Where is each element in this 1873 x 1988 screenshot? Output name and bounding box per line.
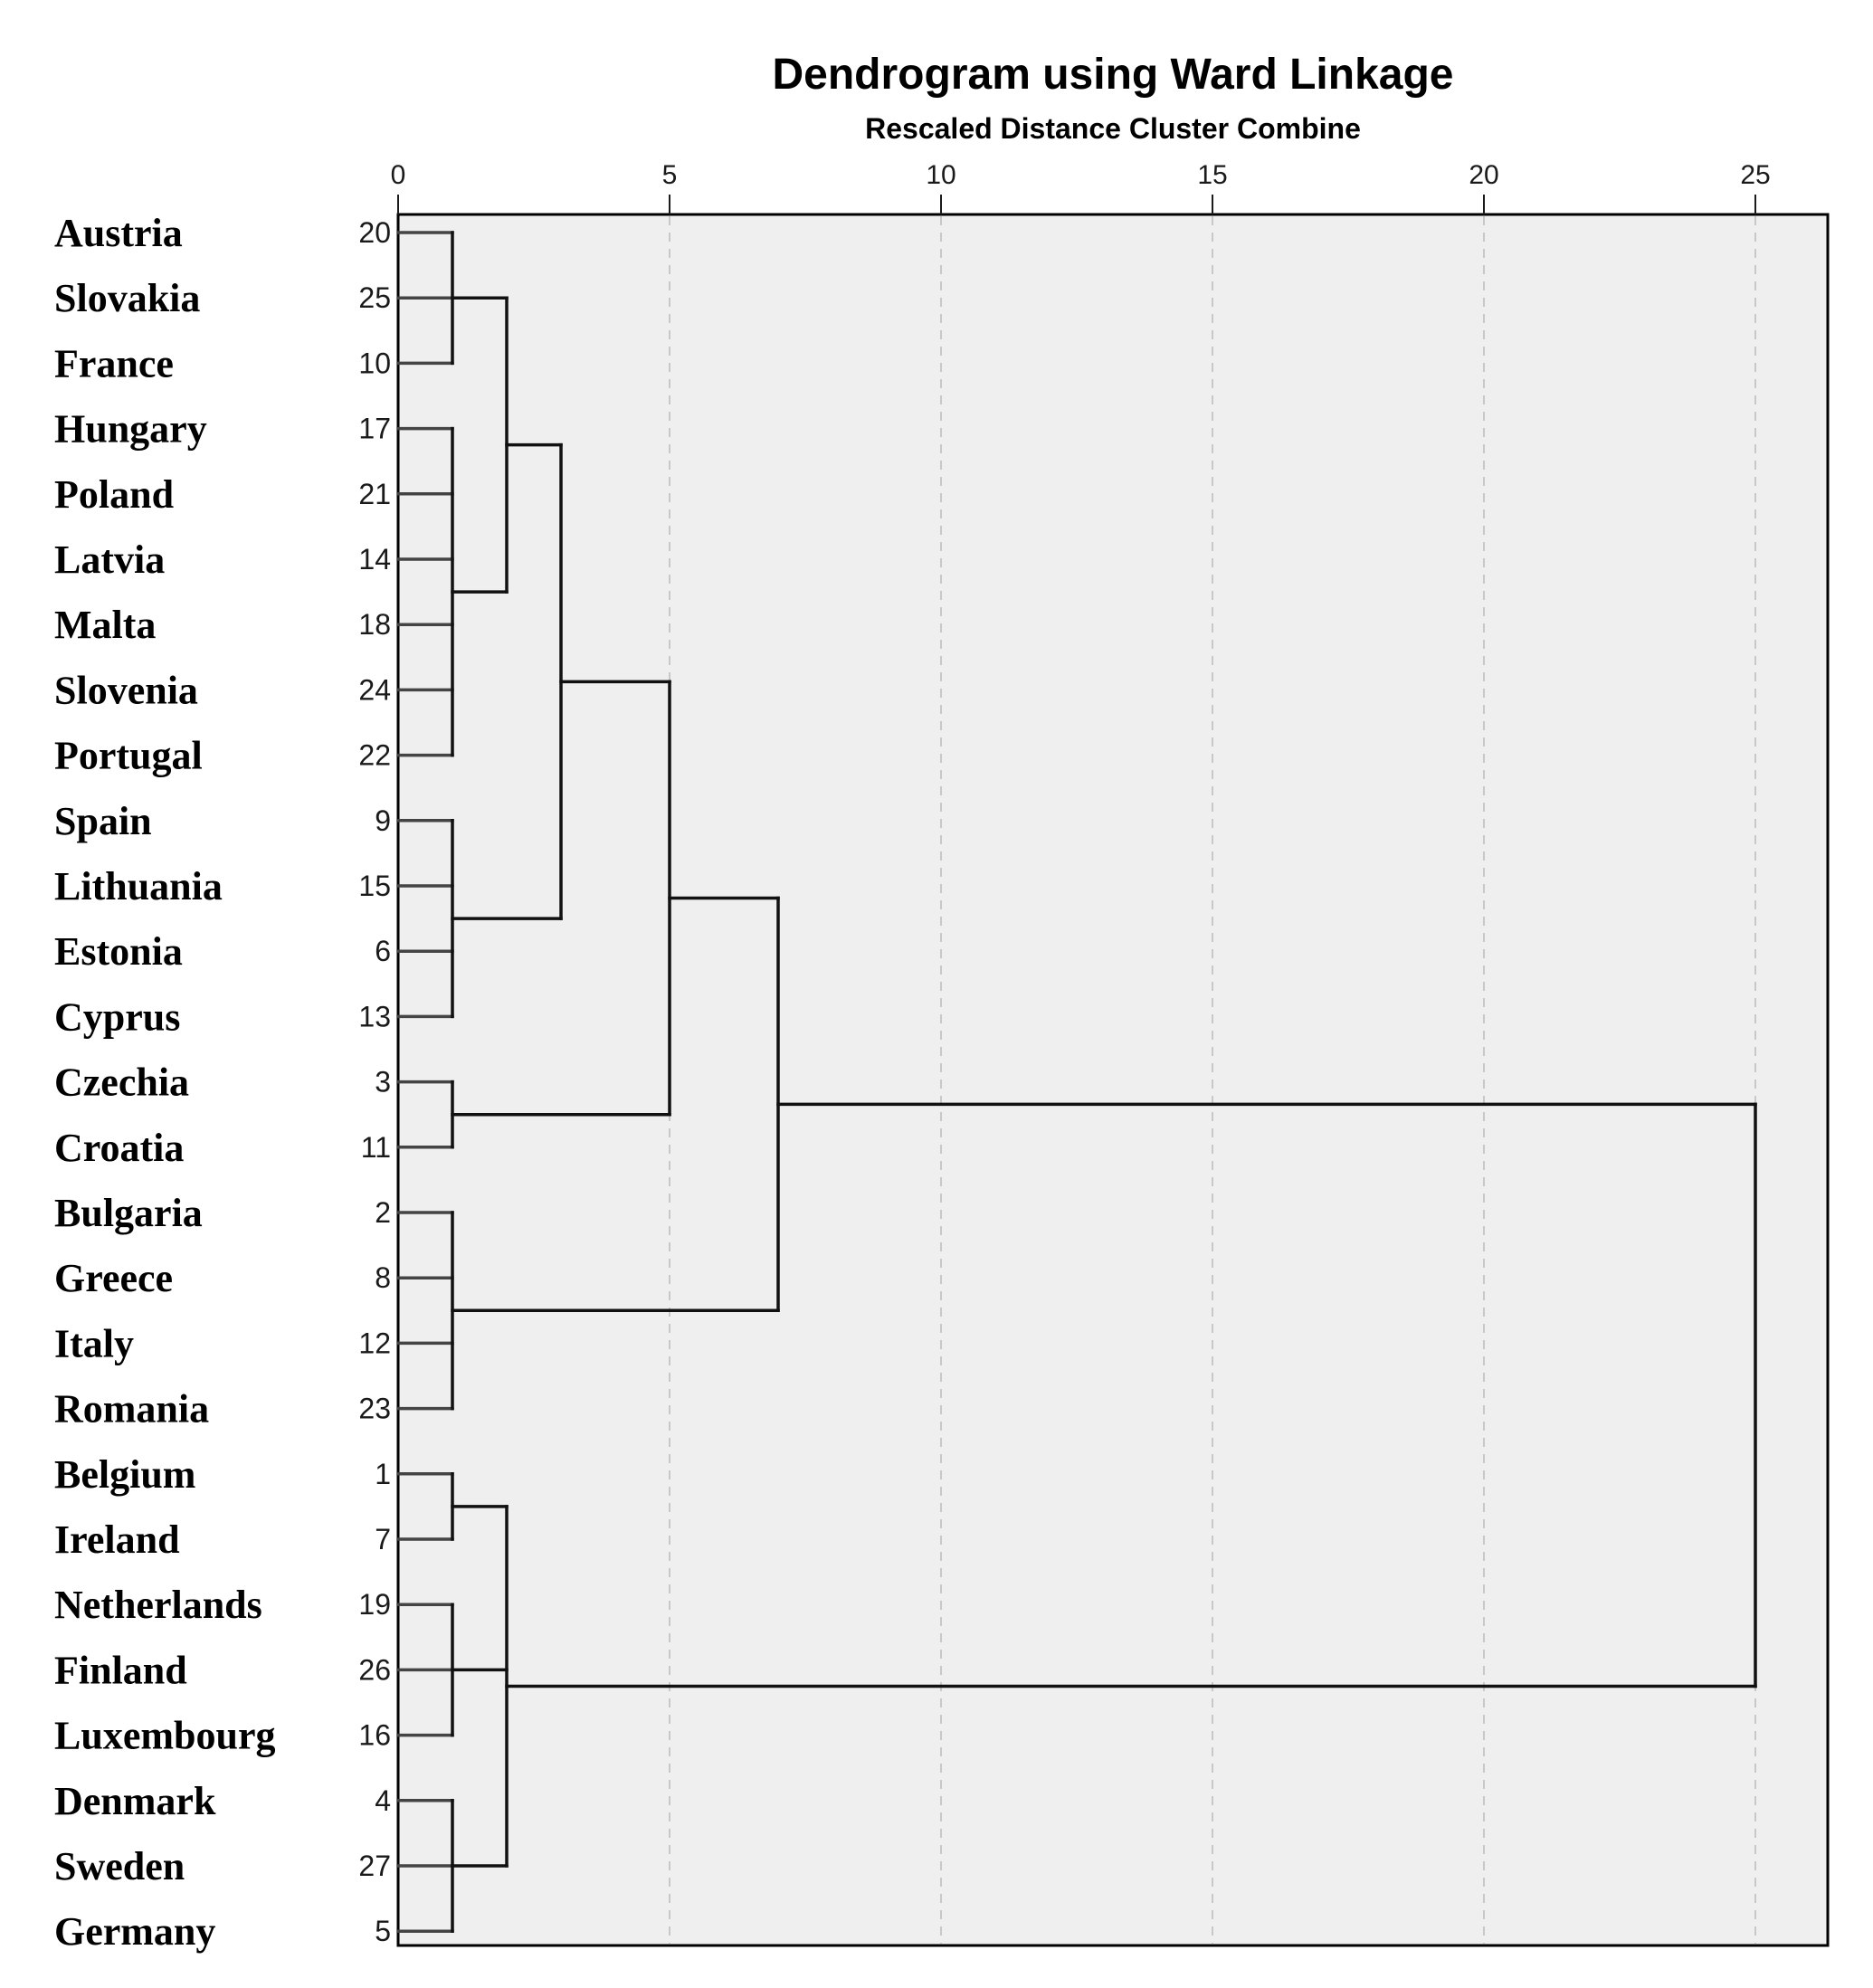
case-id: 25 xyxy=(358,281,391,314)
chart-title: Dendrogram using Ward Linkage xyxy=(773,51,1454,99)
case-id: 26 xyxy=(358,1653,391,1686)
case-id: 22 xyxy=(358,739,391,772)
case-id: 20 xyxy=(358,216,391,249)
case-id: 19 xyxy=(358,1588,391,1621)
case-label: Croatia xyxy=(54,1126,184,1170)
case-label: Latvia xyxy=(54,537,165,582)
case-label: Poland xyxy=(54,472,174,517)
case-id: 18 xyxy=(358,608,391,641)
case-label: France xyxy=(54,341,174,385)
dendrogram-links xyxy=(396,231,1757,1933)
plot-area xyxy=(396,213,1830,1947)
case-label: Denmark xyxy=(54,1779,216,1823)
case-label: Estonia xyxy=(54,929,183,974)
case-id: 24 xyxy=(358,673,391,706)
x-tick-label: 15 xyxy=(1197,160,1227,190)
case-id: 15 xyxy=(358,870,391,902)
case-label: Ireland xyxy=(54,1517,180,1562)
case-label: Netherlands xyxy=(54,1583,262,1627)
case-id: 8 xyxy=(375,1261,391,1294)
case-id: 5 xyxy=(375,1915,391,1947)
case-id: 13 xyxy=(358,1000,391,1032)
case-id: 14 xyxy=(358,543,391,575)
case-label: Bulgaria xyxy=(54,1191,203,1235)
x-tick-label: 25 xyxy=(1740,160,1770,190)
case-label: Portugal xyxy=(54,734,203,778)
chart-subtitle: Rescaled Distance Cluster Combine xyxy=(865,112,1361,145)
case-id: 3 xyxy=(375,1066,391,1099)
x-tick-label: 5 xyxy=(662,160,678,190)
case-label: Czechia xyxy=(54,1061,189,1105)
case-id: 21 xyxy=(358,478,391,510)
x-tick-label: 0 xyxy=(391,160,406,190)
x-tick-label: 20 xyxy=(1469,160,1498,190)
case-id: 9 xyxy=(375,804,391,837)
case-label: Hungary xyxy=(54,407,207,452)
case-label: Spain xyxy=(54,799,152,843)
case-label: Slovakia xyxy=(54,276,200,320)
case-label: Greece xyxy=(54,1256,173,1300)
case-label: Austria xyxy=(54,211,183,255)
case-label: Cyprus xyxy=(54,994,180,1039)
case-label: Sweden xyxy=(54,1844,185,1888)
case-label: Slovenia xyxy=(54,668,198,712)
x-axis-ticks: 0 5 10 15 20 25 xyxy=(391,160,1771,214)
case-label: Lithuania xyxy=(54,864,223,908)
case-id: 27 xyxy=(358,1850,391,1882)
case-id: 12 xyxy=(358,1327,391,1359)
case-label: Romania xyxy=(54,1387,209,1432)
case-id: 1 xyxy=(375,1458,391,1490)
case-id: 4 xyxy=(375,1784,391,1817)
case-label: Luxembourg xyxy=(54,1714,275,1758)
case-id: 2 xyxy=(375,1196,391,1229)
case-label: Finland xyxy=(54,1648,187,1692)
case-id: 6 xyxy=(375,935,391,967)
case-id: 10 xyxy=(358,347,391,379)
case-id: 17 xyxy=(358,413,391,445)
case-label: Germany xyxy=(54,1909,215,1954)
case-id: 7 xyxy=(375,1523,391,1555)
case-id: 11 xyxy=(361,1131,391,1164)
case-label: Belgium xyxy=(54,1452,195,1497)
case-label: Malta xyxy=(54,603,156,647)
case-label: Italy xyxy=(54,1321,134,1365)
x-tick-label: 10 xyxy=(926,160,956,190)
case-id: 16 xyxy=(358,1719,391,1752)
case-id: 23 xyxy=(358,1393,391,1425)
